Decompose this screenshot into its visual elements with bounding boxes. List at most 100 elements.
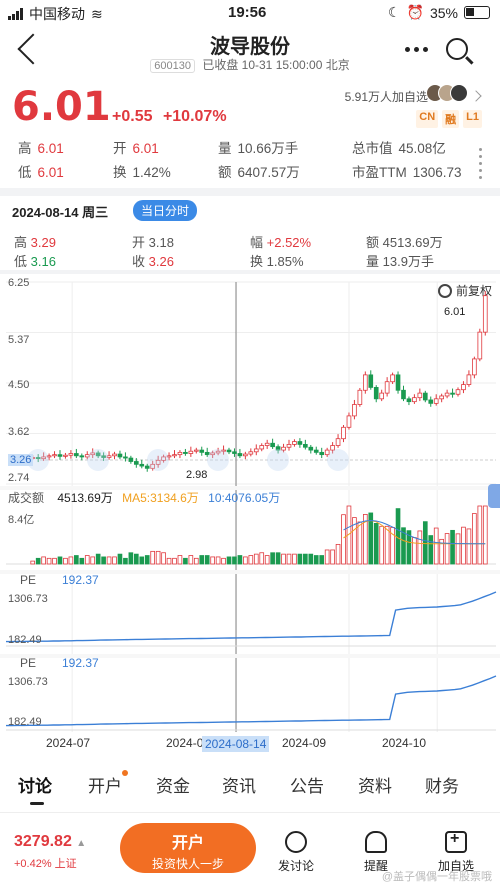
volume-bar (406, 530, 412, 565)
volume-bar (221, 557, 226, 565)
candle-body (204, 451, 210, 456)
chevron-right-icon[interactable] (470, 90, 482, 102)
volume-bar (63, 557, 68, 565)
volume-bar (79, 557, 85, 565)
selected-date: 2024-08-14 周三 (12, 205, 109, 220)
stock-subtitle: 600130 已收盘 10-31 15:00:00 北京 (0, 56, 500, 73)
candle-body (313, 449, 319, 453)
stat-volume: 10.66万手 (237, 141, 299, 156)
pe-top: 1306.73 (8, 593, 48, 605)
volume-bar (472, 513, 477, 565)
candle-body (193, 449, 199, 452)
stat-mktcap: 45.08亿 (398, 141, 446, 156)
candle-body (308, 446, 314, 451)
candle-body (84, 454, 90, 458)
remind-button[interactable]: 提醒 (346, 831, 406, 874)
candle-body (68, 453, 74, 456)
avatar (450, 84, 468, 102)
candle-body (74, 453, 79, 457)
candle-body (428, 399, 434, 404)
volume-bar (243, 556, 248, 565)
tab-discuss[interactable]: 讨论 (18, 768, 52, 805)
volume-bar (139, 556, 145, 565)
watermark: @盖子偶偶一年股票哦 (381, 871, 492, 883)
day-turnover: 换 1.85% (250, 254, 304, 269)
candle-body (123, 456, 128, 459)
stat-pe: 1306.73 (412, 165, 462, 180)
nav-arrow-icon (147, 449, 169, 471)
more-icon[interactable] (405, 47, 428, 52)
adjust-toggle[interactable]: 前复权 (437, 282, 492, 299)
candle-body (324, 449, 330, 456)
candle-body (472, 358, 477, 376)
volume-bar (259, 552, 265, 565)
volume-bar (133, 553, 139, 565)
kline-chart[interactable] (0, 276, 500, 756)
clock: 19:56 (228, 4, 267, 21)
candle-body (95, 452, 101, 457)
volume-bar (193, 557, 199, 565)
divider (0, 270, 500, 274)
xaxis-label-active: 2024-08-14 (202, 736, 270, 752)
day-high: 高 3.29 (14, 235, 56, 250)
tab-announcements[interactable]: 公告 (290, 777, 324, 796)
index-value[interactable]: 3279.82 ▲ (14, 833, 87, 850)
tab-news[interactable]: 资讯 (222, 777, 256, 796)
volume-bar (166, 557, 172, 565)
tag-margin: 融 (442, 110, 460, 128)
open-account-button[interactable]: 开户 投资快人一步 (120, 823, 256, 873)
stat-open: 6.01 (132, 141, 159, 156)
candle-body (286, 443, 292, 448)
candle-body (401, 389, 406, 400)
volume-bar (357, 521, 363, 565)
pe-top: 1306.73 (8, 676, 48, 688)
candle-body (248, 451, 254, 455)
volume-bar (341, 514, 346, 565)
add-watchlist-button[interactable]: + 加自选 (437, 830, 474, 873)
panel-divider (0, 486, 500, 490)
low-marker: 2.98 (186, 469, 208, 481)
tab-open-account[interactable]: 开户 (88, 768, 128, 801)
xaxis-label: 2024-09 (282, 736, 327, 750)
candle-body (172, 454, 177, 457)
candle-body (52, 454, 57, 457)
intraday-button[interactable]: 当日分时 (133, 200, 198, 221)
candle-body (63, 454, 68, 457)
ytick-label: 4.50 (8, 379, 30, 391)
volume-bar (401, 527, 406, 565)
volume-bar (35, 557, 41, 565)
volume-bar (308, 553, 314, 565)
tab-financials[interactable]: 财务 (425, 777, 459, 796)
volume-bar (482, 505, 488, 565)
panel-divider (0, 654, 500, 658)
volume-bar (395, 508, 401, 565)
volume-bar (90, 556, 96, 565)
candle-body (292, 441, 297, 445)
pe-value: 192.37 (62, 573, 99, 587)
volume-bar (303, 553, 308, 565)
nav-arrow-icon (267, 449, 289, 471)
pe-line-1 (6, 591, 497, 643)
stock-tags: CN 融 L1 (416, 110, 482, 128)
section-tabs: 讨论 开户 资金 资讯 公告 资料 财务 (0, 768, 500, 808)
candle-body (368, 374, 374, 388)
ytick-label: 5.37 (8, 334, 30, 346)
follower-avatars[interactable] (426, 84, 468, 102)
volume-bar (292, 553, 297, 565)
expand-icon[interactable] (479, 148, 482, 179)
volume-bar (112, 556, 117, 565)
search-icon[interactable] (446, 38, 468, 60)
candle-body (444, 392, 450, 397)
discuss-button[interactable]: 发讨论 (266, 831, 326, 874)
volume-bar (41, 556, 46, 565)
notification-dot (122, 770, 128, 776)
candle-body (379, 392, 385, 400)
tab-profile[interactable]: 资料 (358, 777, 392, 796)
stats-col-4: 总市值 45.08亿 市盈TTM 1306.73 (352, 141, 462, 180)
collapse-tab[interactable] (488, 484, 500, 508)
followers-count[interactable]: 5.91万人加自选 (344, 90, 428, 104)
candle-body (433, 398, 439, 404)
stats-col-2: 开 6.01 换 1.42% (113, 141, 171, 180)
battery-icon (464, 6, 490, 19)
tab-funds[interactable]: 资金 (156, 777, 190, 796)
